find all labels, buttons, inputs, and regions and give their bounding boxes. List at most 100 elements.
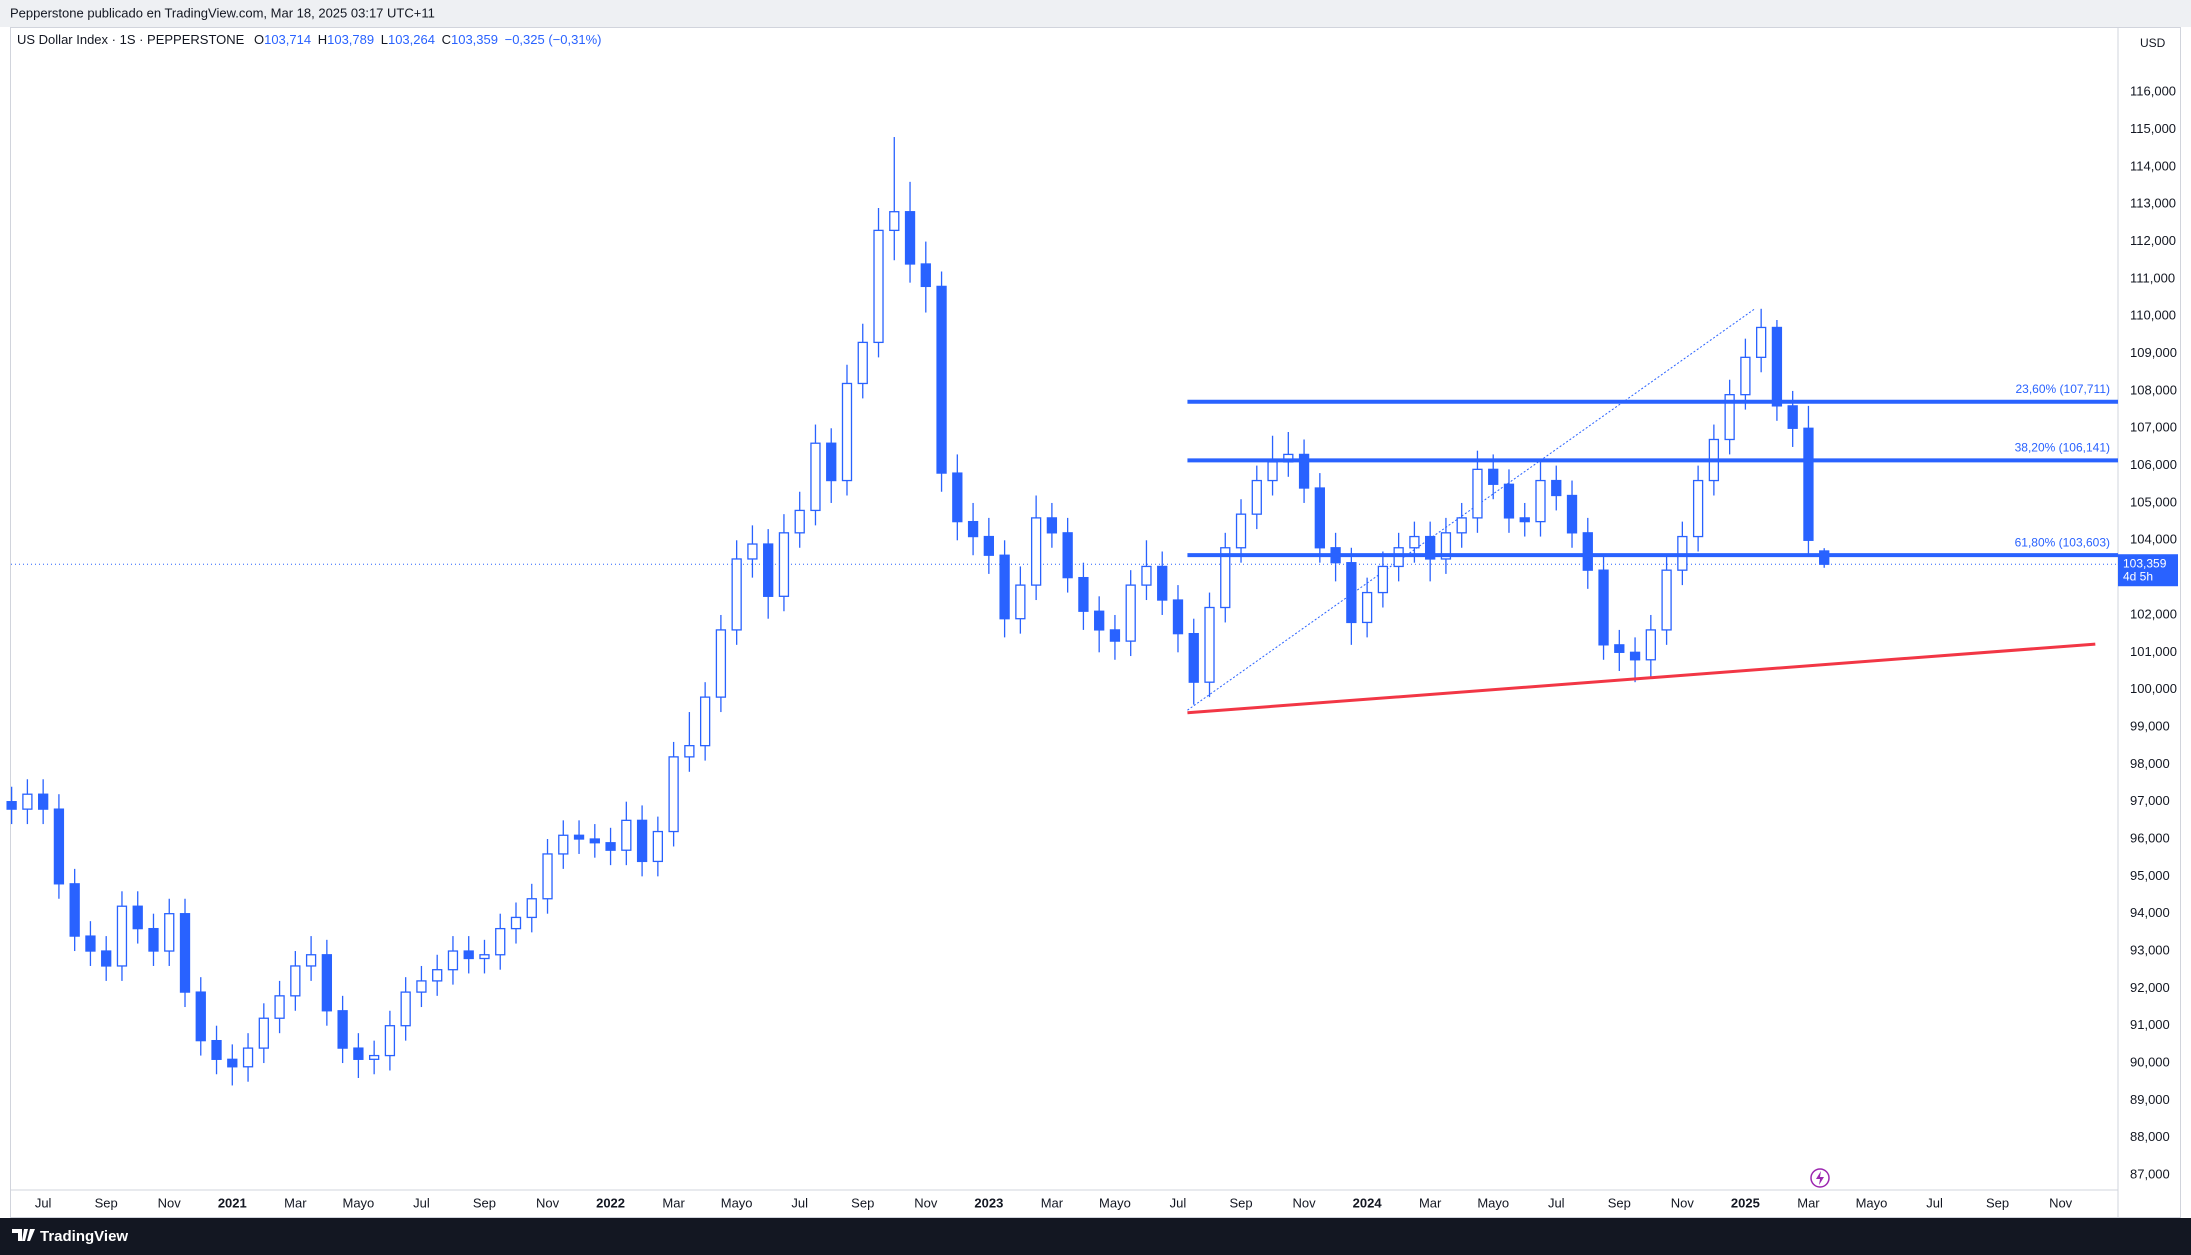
x-tick-label: Jul [1548,1195,1565,1210]
y-tick-label: 99,000 [2130,718,2170,733]
candle-body [195,991,206,1042]
y-tick-label: 114,000 [2130,158,2176,173]
bottom-bar [0,1218,2191,1255]
y-tick-label: 109,000 [2130,345,2177,360]
x-tick-label: Sep [1608,1195,1631,1210]
x-tick-label: Nov [2049,1195,2073,1210]
x-tick-label: Mayo [721,1195,753,1210]
candle-body [258,1017,269,1049]
x-tick-label: Mar [662,1195,685,1210]
x-tick-label: Sep [473,1195,496,1210]
candle-body [1629,651,1641,661]
candle-body [1740,356,1751,396]
candle-body [715,629,727,698]
y-tick-label: 95,000 [2130,868,2170,883]
candle-body [211,1039,222,1060]
y-tick-label: 116,000 [2130,84,2176,99]
y-tick-label: 105,000 [2130,494,2177,509]
x-tick-label: Nov [1293,1195,1317,1210]
candle-body [1503,483,1515,519]
candle-body [242,1047,254,1068]
candle-body [290,965,301,997]
y-tick-label: 92,000 [2130,980,2170,995]
candle-body [810,442,821,512]
candle-body [1377,565,1389,594]
candle-body [1787,405,1798,429]
candle-body [53,808,65,885]
ohlc-key: L [381,32,388,47]
x-tick-label: Sep [1229,1195,1252,1210]
x-tick-label: Jul [1926,1195,1943,1210]
candle-body [857,341,868,385]
y-tick-label: 97,000 [2130,793,2170,808]
y-tick-label: 112,000 [2130,233,2176,248]
candle-body [1109,629,1121,642]
candle-body [542,853,553,900]
change: −0,325 (−0,31%) [505,32,602,47]
x-tick-label: 2022 [596,1195,625,1210]
ohlc-key: O [254,32,264,47]
x-tick-label: Mayo [1099,1195,1131,1210]
event-icon-bolt [1816,1171,1824,1185]
candle-body [495,927,506,956]
brand-name[interactable]: TradingView [40,1228,128,1245]
ohlc-key: C [442,32,451,47]
candle-body [936,285,947,474]
candle-body [321,954,333,1012]
candle-body [1661,569,1672,631]
y-tick-label: 88,000 [2130,1129,2170,1144]
candle-body [116,905,128,967]
candle-body [1235,513,1247,549]
candle-body [1771,326,1783,407]
last-price-label: 103,359 [2123,556,2167,570]
candle-body [38,793,49,810]
x-tick-label: Mar [284,1195,307,1210]
candle-body [1645,629,1656,661]
y-tick-label: 115,000 [2130,121,2176,136]
candle-body [148,927,159,952]
event-icon[interactable] [1810,1168,1830,1188]
candle-body [1724,394,1735,441]
candle-body [841,382,853,482]
candle-body [1298,453,1310,489]
candle-body [1220,547,1231,609]
x-tick-label: 2025 [1731,1195,1760,1210]
candle-body [1756,326,1767,358]
candle-body [1614,644,1625,653]
x-tick-label: Sep [851,1195,874,1210]
candle-body [305,954,317,967]
candle-body [1078,576,1089,612]
y-tick-label: 91,000 [2130,1017,2170,1032]
currency: USD [2140,36,2166,50]
candle-body [636,819,648,863]
x-tick-label: Nov [536,1195,560,1210]
x-tick-label: Sep [1986,1195,2009,1210]
x-tick-label: Mar [1041,1195,1064,1210]
candle-body [1519,517,1530,523]
top-bar [0,0,2191,27]
x-tick-label: Nov [914,1195,938,1210]
candle-body [920,263,931,288]
y-tick-label: 111,000 [2130,270,2175,285]
candle-body [1409,535,1420,549]
candle-body [69,883,80,937]
candle-body [999,554,1010,620]
x-tick-label: 2024 [1353,1195,1383,1210]
x-tick-label: Mayo [1856,1195,1888,1210]
trend-line [1187,642,2096,715]
candle-body [1015,584,1026,620]
y-tick-label: 87,000 [2130,1167,2170,1182]
candle-body [778,532,790,597]
candle-body [164,913,175,952]
candle-body [1094,610,1105,631]
candle-body [1204,606,1215,683]
candle-body [1267,461,1278,482]
candle-body [1172,599,1184,635]
candle-body [1062,532,1073,579]
y-tick-label: 93,000 [2130,942,2170,957]
fib-label: 61,80% (103,603) [2015,535,2110,549]
candle-body [684,745,695,758]
candle-body [85,935,96,952]
x-tick-label: Mayo [342,1195,374,1210]
